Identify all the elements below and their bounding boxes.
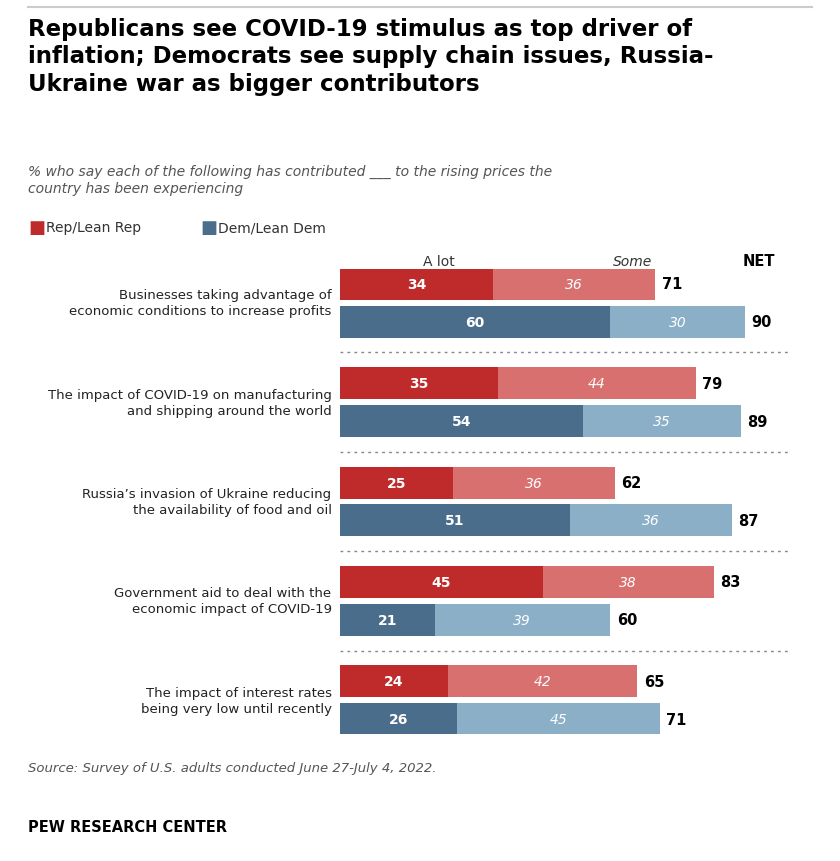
- Bar: [340, 567, 543, 598]
- Text: 54: 54: [452, 414, 471, 429]
- Text: 60: 60: [617, 612, 637, 628]
- Bar: [448, 666, 637, 697]
- Text: Russia’s invasion of Ukraine reducing
the availability of food and oil: Russia’s invasion of Ukraine reducing th…: [82, 487, 332, 517]
- Text: 42: 42: [533, 674, 551, 689]
- Bar: [340, 703, 457, 735]
- Text: 89: 89: [748, 414, 768, 429]
- Bar: [340, 406, 583, 437]
- Text: 65: 65: [643, 674, 664, 689]
- Text: 36: 36: [642, 514, 659, 528]
- Text: Some: Some: [613, 255, 652, 269]
- Bar: [340, 269, 493, 300]
- Bar: [434, 604, 610, 636]
- Text: 62: 62: [622, 475, 642, 491]
- Text: Source: Survey of U.S. adults conducted June 27-July 4, 2022.: Source: Survey of U.S. adults conducted …: [28, 761, 437, 774]
- Text: 36: 36: [565, 277, 583, 292]
- Text: 21: 21: [377, 613, 397, 627]
- Bar: [340, 368, 497, 400]
- Bar: [340, 307, 610, 338]
- Text: Dem/Lean Dem: Dem/Lean Dem: [218, 220, 326, 235]
- Bar: [543, 567, 713, 598]
- Text: 83: 83: [720, 575, 741, 590]
- Text: 45: 45: [432, 575, 451, 589]
- Bar: [493, 269, 655, 300]
- Bar: [453, 468, 615, 499]
- Text: Rep/Lean Rep: Rep/Lean Rep: [46, 220, 141, 235]
- Bar: [497, 368, 696, 400]
- Bar: [340, 468, 453, 499]
- Text: 51: 51: [445, 514, 465, 528]
- Text: ■: ■: [200, 219, 217, 237]
- Text: 60: 60: [465, 315, 485, 329]
- Bar: [610, 307, 745, 338]
- Text: 30: 30: [669, 315, 686, 329]
- Text: NET: NET: [743, 254, 774, 269]
- Text: 39: 39: [513, 613, 531, 627]
- Bar: [457, 703, 659, 735]
- Text: ■: ■: [28, 219, 45, 237]
- Text: Republicans see COVID-19 stimulus as top driver of
inflation; Democrats see supp: Republicans see COVID-19 stimulus as top…: [28, 18, 713, 96]
- Text: 36: 36: [525, 476, 543, 490]
- Text: % who say each of the following has contributed ___ to the rising prices the
cou: % who say each of the following has cont…: [28, 164, 552, 196]
- Text: 25: 25: [386, 476, 406, 490]
- Text: Businesses taking advantage of
economic conditions to increase profits: Businesses taking advantage of economic …: [69, 289, 332, 318]
- Text: Government aid to deal with the
economic impact of COVID-19: Government aid to deal with the economic…: [114, 586, 332, 616]
- Text: 71: 71: [666, 712, 686, 727]
- Text: The impact of COVID-19 on manufacturing
and shipping around the world: The impact of COVID-19 on manufacturing …: [48, 388, 332, 418]
- Text: 24: 24: [384, 674, 404, 689]
- Bar: [340, 604, 434, 636]
- Text: 90: 90: [752, 315, 772, 330]
- Text: 87: 87: [738, 513, 759, 529]
- Bar: [570, 505, 732, 536]
- Bar: [340, 666, 448, 697]
- Text: 71: 71: [662, 277, 682, 292]
- Bar: [583, 406, 741, 437]
- Text: 79: 79: [702, 376, 722, 391]
- Text: 35: 35: [409, 377, 428, 391]
- Text: 35: 35: [653, 414, 670, 429]
- Bar: [340, 505, 570, 536]
- Text: 38: 38: [619, 575, 637, 589]
- Text: 26: 26: [389, 712, 408, 726]
- Text: The impact of interest rates
being very low until recently: The impact of interest rates being very …: [140, 686, 332, 715]
- Text: 44: 44: [588, 377, 606, 391]
- Text: A lot: A lot: [423, 255, 455, 269]
- Text: PEW RESEARCH CENTER: PEW RESEARCH CENTER: [28, 819, 227, 834]
- Text: 45: 45: [549, 712, 567, 726]
- Text: 34: 34: [407, 277, 426, 292]
